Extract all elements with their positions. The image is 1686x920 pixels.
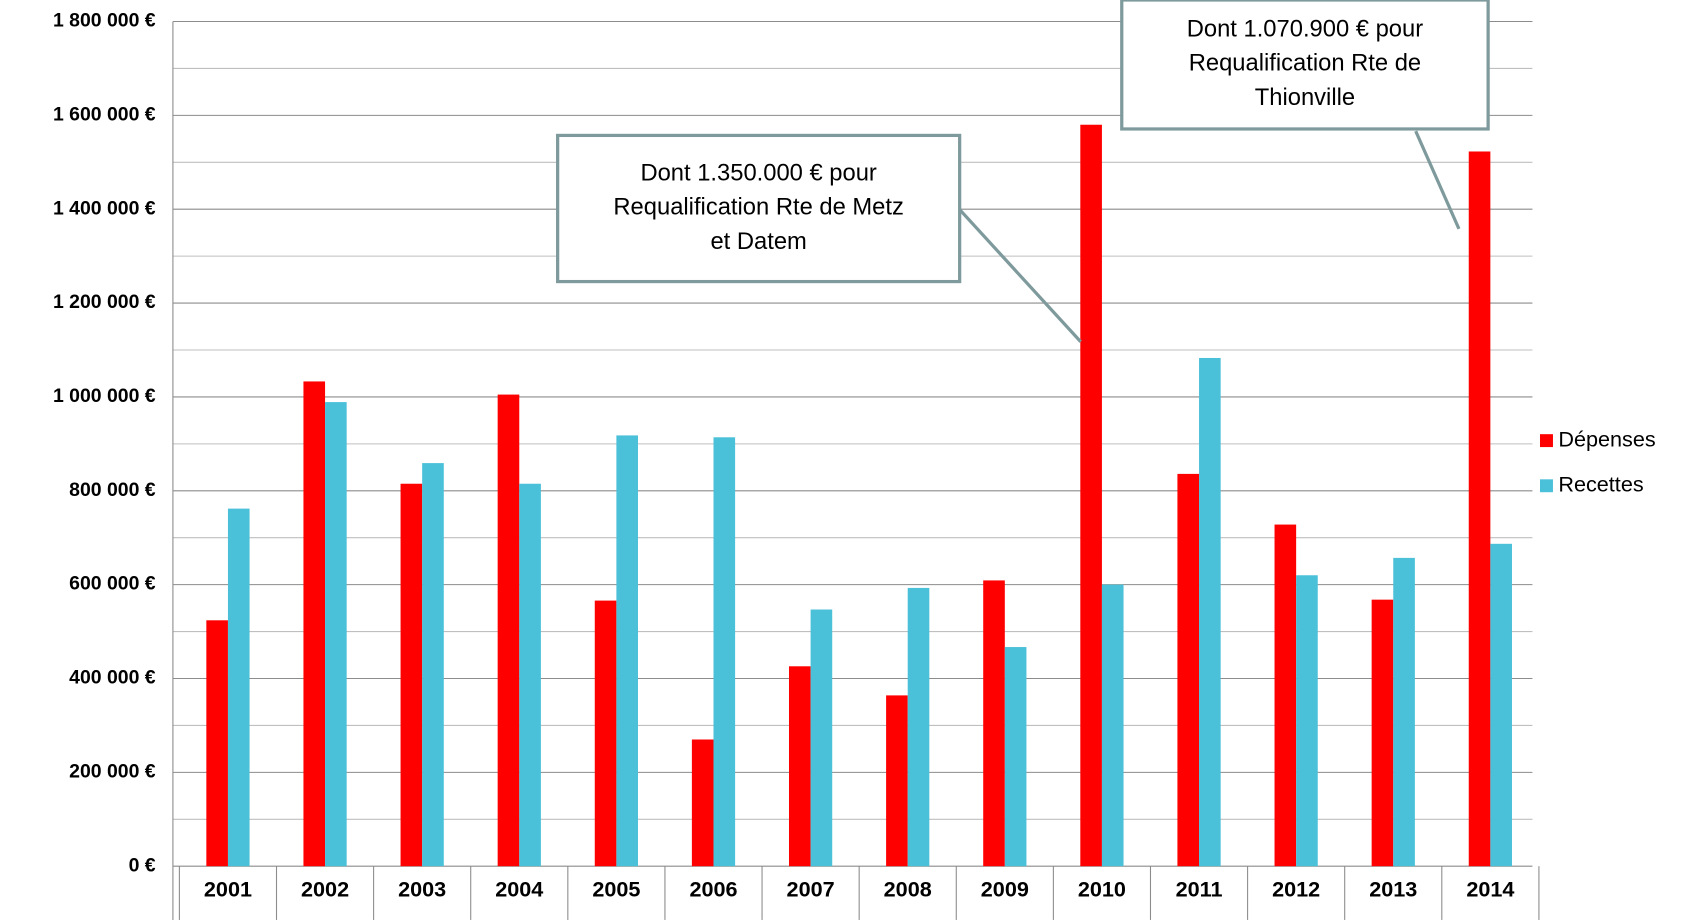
bar bbox=[1080, 124, 1102, 867]
y-tick-label: 1 200 000 € bbox=[53, 291, 156, 313]
bar bbox=[886, 695, 908, 867]
legend-label: Recettes bbox=[1558, 471, 1643, 496]
bar bbox=[1199, 357, 1221, 867]
bar bbox=[1274, 524, 1297, 867]
annotation-text: Requalification Rte de bbox=[1189, 51, 1421, 77]
x-tick-label: 2002 bbox=[301, 877, 349, 902]
annotation-text: Thionville bbox=[1255, 85, 1355, 111]
bar bbox=[616, 435, 638, 867]
bar bbox=[1296, 575, 1318, 867]
bar bbox=[983, 580, 1005, 867]
bar bbox=[519, 483, 541, 867]
y-tick-label: 800 000 € bbox=[69, 479, 156, 501]
callout-pointer bbox=[958, 208, 1082, 343]
bar bbox=[810, 609, 833, 867]
bar bbox=[400, 483, 423, 867]
bar bbox=[907, 587, 930, 867]
x-tick-label: 2005 bbox=[592, 877, 640, 902]
x-tick-label: 2014 bbox=[1466, 877, 1514, 902]
annotation-text: Dont 1.350.000 € pour bbox=[640, 160, 877, 186]
y-tick-label: 1 800 000 € bbox=[53, 10, 156, 32]
x-tick-label: 2007 bbox=[787, 877, 835, 902]
annotation-text: Requalification Rte de Metz bbox=[613, 195, 903, 221]
bar bbox=[691, 739, 714, 867]
bar bbox=[788, 666, 811, 867]
bar bbox=[497, 394, 520, 867]
callout-box bbox=[556, 133, 962, 284]
bar bbox=[1177, 473, 1200, 867]
y-tick-label: 200 000 € bbox=[69, 761, 156, 783]
bar bbox=[325, 402, 347, 867]
annotation-text: Dont 1.070.900 € pour bbox=[1187, 16, 1424, 42]
y-tick-label: 1 000 000 € bbox=[53, 385, 156, 407]
x-tick-label: 2006 bbox=[689, 877, 737, 902]
legend-swatch bbox=[1539, 479, 1553, 493]
x-tick-label: 2008 bbox=[884, 877, 932, 902]
bar bbox=[594, 600, 617, 867]
y-tick-label: 1 600 000 € bbox=[53, 104, 156, 126]
chart-body: 0 € 200 000 € 400 000 € 600 000 € 800 000 € 1… bbox=[53, 0, 1656, 920]
y-tick-label: 1 400 000 € bbox=[53, 197, 156, 219]
bar bbox=[227, 508, 250, 867]
annotation-text: et Datem bbox=[710, 229, 806, 255]
x-tick-label: 2013 bbox=[1369, 877, 1417, 902]
bar bbox=[1490, 543, 1512, 867]
bar bbox=[1101, 584, 1124, 867]
x-tick-label: 2009 bbox=[981, 877, 1029, 902]
bar bbox=[1393, 557, 1415, 867]
bar bbox=[206, 620, 228, 867]
bar bbox=[1468, 151, 1491, 867]
x-tick-label: 2001 bbox=[204, 877, 252, 902]
x-tick-label: 2012 bbox=[1272, 877, 1320, 902]
bar bbox=[422, 463, 444, 867]
y-tick-label: 600 000 € bbox=[69, 573, 156, 595]
x-tick-label: 2010 bbox=[1078, 877, 1126, 902]
y-tick-label: 0 € bbox=[129, 854, 156, 876]
x-tick-label: 2004 bbox=[495, 877, 543, 902]
legend-label: Dépenses bbox=[1558, 426, 1655, 451]
callout-pointer bbox=[1414, 130, 1461, 230]
x-tick-label: 2003 bbox=[398, 877, 446, 902]
x-tick-label: 2011 bbox=[1176, 877, 1223, 902]
callout-box bbox=[1120, 0, 1490, 131]
y-tick-label: 400 000 € bbox=[69, 667, 156, 689]
legend-swatch bbox=[1539, 434, 1553, 448]
bar bbox=[303, 381, 326, 867]
bar bbox=[713, 437, 736, 867]
bar bbox=[1004, 647, 1027, 867]
bar bbox=[1371, 599, 1394, 867]
